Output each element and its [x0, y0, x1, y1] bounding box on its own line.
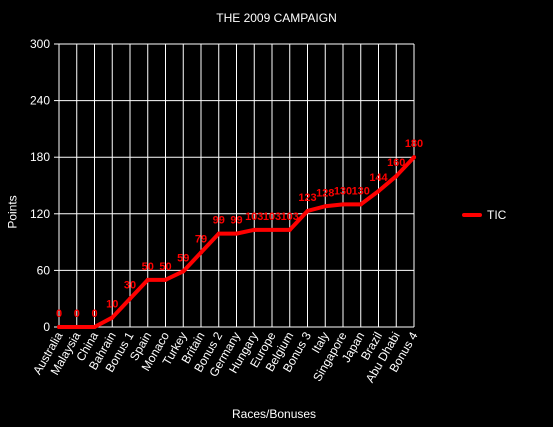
data-label: 0	[91, 308, 97, 320]
data-point	[163, 277, 168, 282]
data-label: 103	[281, 211, 299, 223]
data-label: 99	[213, 215, 225, 227]
data-label: 30	[124, 280, 136, 292]
data-point	[376, 189, 381, 194]
data-label: 0	[56, 308, 62, 320]
data-point	[234, 231, 239, 236]
data-point	[110, 315, 115, 320]
data-point	[145, 277, 150, 282]
y-tick-label: 0	[43, 320, 50, 334]
data-label: 123	[298, 192, 316, 204]
data-point	[412, 155, 416, 160]
y-tick-label: 120	[30, 207, 50, 221]
data-label: 0	[74, 308, 80, 320]
data-label: 144	[369, 172, 388, 184]
data-label: 180	[405, 138, 423, 150]
data-point	[74, 325, 79, 329]
data-label: 50	[159, 261, 171, 273]
data-label: 130	[334, 185, 352, 197]
data-point	[57, 325, 61, 329]
legend-label-tic: TIC	[487, 208, 507, 222]
data-point	[287, 227, 292, 232]
data-point	[181, 269, 186, 274]
chart-title: THE 2009 CAMPAIGN	[216, 11, 337, 25]
data-label: 59	[177, 252, 189, 264]
data-label: 128	[316, 187, 334, 199]
data-point	[323, 204, 328, 209]
legend-swatch-tic	[462, 213, 482, 217]
y-tick-label: 60	[37, 263, 51, 277]
data-label: 10	[106, 299, 118, 311]
data-point	[128, 296, 132, 301]
data-label: 103	[263, 211, 281, 223]
data-point	[252, 227, 257, 232]
legend: TIC	[462, 208, 506, 222]
data-point	[92, 325, 97, 329]
y-axis-label: Points	[5, 195, 20, 229]
data-point	[358, 202, 363, 207]
data-label: 130	[352, 185, 370, 197]
data-point	[341, 202, 345, 207]
data-label: 103	[245, 211, 263, 223]
data-point	[305, 208, 310, 213]
data-label: 160	[387, 157, 405, 169]
data-label: 50	[142, 261, 154, 273]
y-tick-label: 300	[30, 37, 50, 51]
data-point	[270, 227, 274, 232]
data-point	[199, 250, 203, 255]
y-tick-label: 240	[30, 94, 50, 108]
x-axis-label: Races/Bonuses	[232, 407, 317, 421]
data-point	[394, 174, 399, 179]
data-label: 99	[230, 215, 242, 227]
data-label: 79	[195, 233, 207, 245]
y-tick-label: 180	[30, 150, 50, 164]
data-point	[216, 231, 221, 236]
